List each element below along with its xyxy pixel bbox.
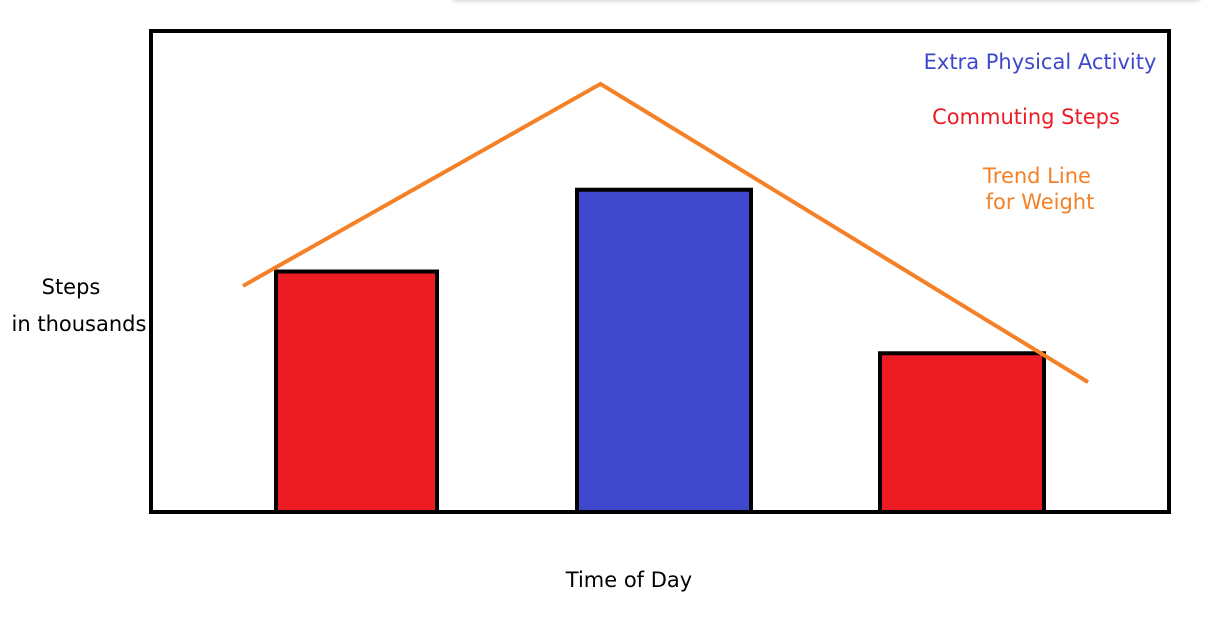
x-axis-label: Time of Day	[565, 568, 692, 592]
legend-entry-trend-line: Trend Line for Weight	[982, 164, 1094, 214]
y-axis-label-line-1: Steps	[42, 275, 101, 299]
trend-layer	[242, 81, 1090, 384]
trend-line	[242, 81, 1090, 384]
bars-layer	[274, 187, 1046, 514]
plot-frame	[149, 29, 1171, 514]
bar-2	[575, 187, 753, 514]
y-axis-label: Steps in thousands	[12, 275, 147, 336]
legend-entry-extra-physical-activity: Extra Physical Activity	[924, 50, 1157, 74]
bar-3	[878, 351, 1046, 514]
legend-entry-commuting-steps: Commuting Steps	[932, 105, 1120, 129]
y-axis-label-line-2: in thousands	[12, 312, 147, 336]
bar-1	[274, 269, 439, 514]
legend: Extra Physical Activity Commuting Steps …	[924, 50, 1157, 214]
